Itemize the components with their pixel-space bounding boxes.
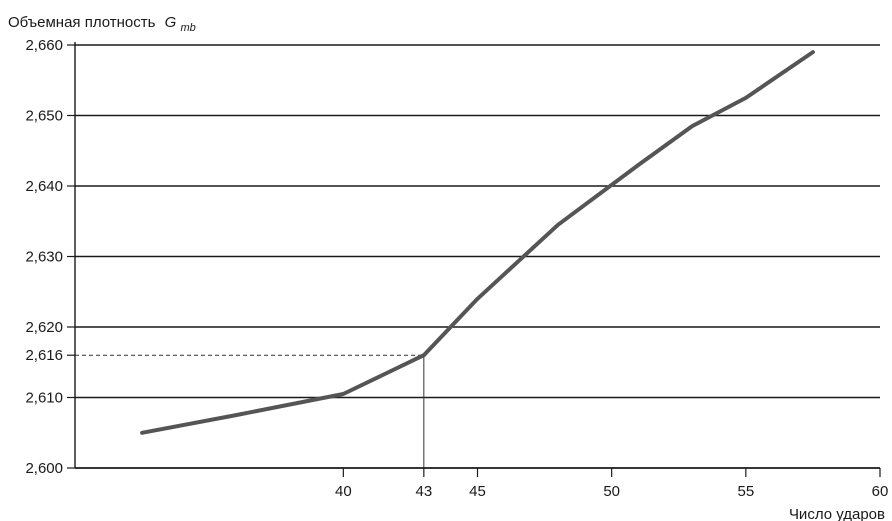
chart-title-subscript: mb <box>180 22 195 34</box>
series-layer <box>140 50 815 435</box>
y-tick-label: 2,600 <box>25 460 63 477</box>
y-tick-label: 2,620 <box>25 319 63 336</box>
grid-lines <box>75 44 880 469</box>
chart-title-text: Объемная плотность <box>8 14 156 31</box>
chart-title-symbol: G <box>165 14 177 31</box>
y-tick-label: 2,630 <box>25 249 63 266</box>
x-tick-label: 55 <box>737 483 754 500</box>
y-tick-label: 2,650 <box>25 108 63 125</box>
y-tick-label: 2,640 <box>25 178 63 195</box>
x-tick-label: 45 <box>469 483 486 500</box>
reference-lines <box>75 354 425 468</box>
y-tick-label: 2,616 <box>25 347 63 364</box>
x-axis-label: Число ударов <box>789 506 885 521</box>
x-tick-label: 40 <box>335 483 352 500</box>
x-tick-label: 50 <box>603 483 620 500</box>
chart-title: Объемная плотность G mb <box>8 14 196 34</box>
y-tick-label: 2,660 <box>25 37 63 54</box>
y-tick-label: 2,610 <box>25 390 63 407</box>
axes <box>67 42 881 477</box>
series-line <box>140 50 815 435</box>
x-tick-label: 43 <box>415 483 432 500</box>
x-tick-label: 60 <box>872 483 889 500</box>
labels: Объемная плотность G mb Число ударов 2,6… <box>8 14 888 521</box>
